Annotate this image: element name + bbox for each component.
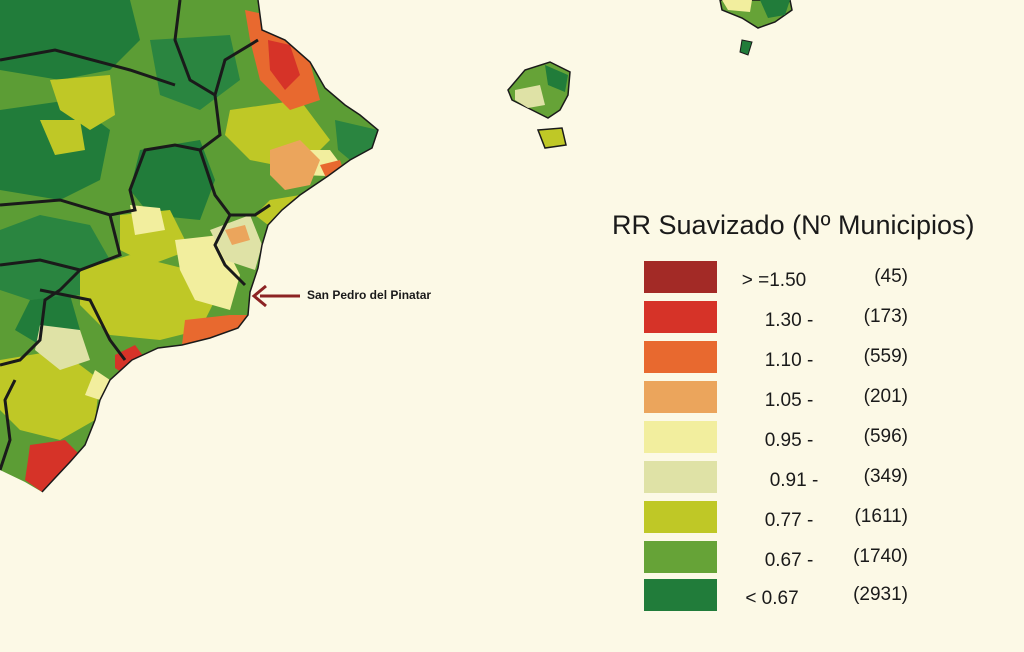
legend-swatch <box>644 341 717 373</box>
legend-range: > =1.50 <box>741 270 807 291</box>
legend-count: (1740) <box>853 546 908 567</box>
legend-range: 0.67 - <box>764 550 814 571</box>
legend-range: < 0.67 <box>745 588 799 609</box>
legend-row: 0.77 - (1611) <box>644 501 1004 535</box>
legend-swatch <box>644 301 717 333</box>
legend-range: 0.77 - <box>764 510 814 531</box>
legend-swatch <box>644 541 717 573</box>
mallorca-island <box>719 0 793 56</box>
legend-row: > =1.50 (45) <box>644 261 1004 295</box>
legend-count: (2931) <box>853 584 908 605</box>
legend-range: 1.05 - <box>764 390 814 411</box>
legend-range: 1.10 - <box>764 350 814 371</box>
legend-row: 0.67 - (1740) <box>644 541 1004 575</box>
legend-count: (596) <box>863 426 908 447</box>
legend-row: 1.10 - (559) <box>644 341 1004 375</box>
legend-range: 0.95 - <box>764 430 814 451</box>
legend-count: (559) <box>863 346 908 367</box>
legend-count: (349) <box>863 466 908 487</box>
formentera-island <box>536 127 567 149</box>
legend-row: 0.91 - (349) <box>644 461 1004 495</box>
legend-swatch <box>644 381 717 413</box>
cabrera-island <box>739 39 753 56</box>
legend-swatch <box>644 461 717 493</box>
legend-swatch <box>644 421 717 453</box>
legend-title: RR Suavizado (Nº Municipios) <box>612 210 975 240</box>
annotation-label: San Pedro del Pinatar <box>307 288 432 302</box>
legend-count: (45) <box>874 266 908 287</box>
legend-swatch <box>644 579 717 611</box>
legend-swatch <box>644 501 717 533</box>
legend-count: (201) <box>863 386 908 407</box>
legend-row: 1.30 - (173) <box>644 301 1004 335</box>
ibiza-island <box>507 61 571 149</box>
legend-row: 0.95 - (596) <box>644 421 1004 455</box>
legend-count: (173) <box>863 306 908 327</box>
legend-row: < 0.67 (2931) <box>644 579 1004 613</box>
legend-row: 1.05 - (201) <box>644 381 1004 415</box>
mainland-region <box>0 0 379 493</box>
legend-count: (1611) <box>854 506 908 527</box>
legend-range: 0.91 - <box>769 470 819 491</box>
legend-swatch <box>644 261 717 293</box>
legend-range: 1.30 - <box>764 310 814 331</box>
annotation-arrow <box>251 284 300 308</box>
